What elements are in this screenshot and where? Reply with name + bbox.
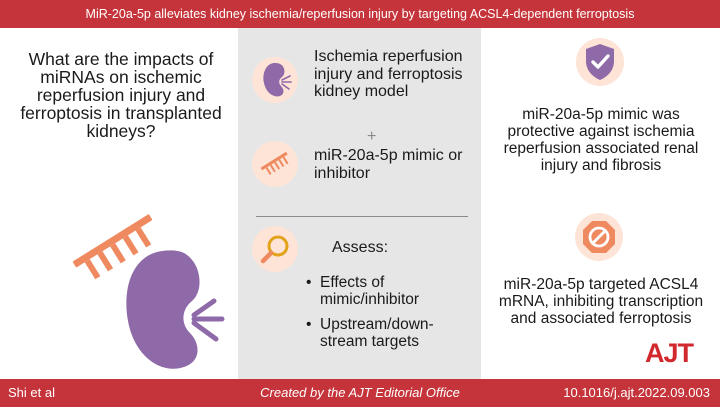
kidney-icon: [126, 250, 225, 369]
plus-sign: +: [367, 128, 377, 145]
footer-credit: Created by the AJT Editorial Office: [260, 385, 460, 400]
mimic-text: miR-20a-5p mimic or inhibitor: [314, 147, 463, 182]
model-text: Ischemia reperfusion injury and ferropto…: [314, 48, 463, 100]
divider: [256, 216, 468, 217]
assess-label: Assess:: [332, 239, 389, 256]
middle-panel: Ischemia reperfusion injury and ferropto…: [238, 28, 481, 379]
stop-icon: [583, 221, 615, 253]
list-item: Upstream/down-stream targets: [306, 316, 456, 350]
finding-protective: miR-20a-5p mimic was protective against …: [503, 106, 699, 174]
left-panel: What are the impacts of miRNAs on ischem…: [0, 28, 238, 379]
research-question: What are the impacts of miRNAs on ischem…: [20, 49, 222, 141]
kidney-icon: [263, 63, 292, 97]
header-title: MiR-20a-5p alleviates kidney ischemia/re…: [0, 0, 720, 28]
magnifier-icon: [260, 235, 289, 264]
shield-check-icon: [586, 44, 614, 80]
right-panel: miR-20a-5p mimic was protective against …: [481, 28, 720, 379]
footer: Created by the AJT Editorial Office Shi …: [0, 379, 720, 407]
ajt-logo: AJT: [645, 338, 694, 368]
mirna-icon: [260, 151, 289, 175]
footer-authors: Shi et al: [8, 385, 55, 400]
assess-list: Effects of mimic/inhibitor Upstream/down…: [306, 274, 456, 358]
footer-doi: 10.1016/j.ajt.2022.09.003: [563, 385, 710, 400]
finding-acsl4: miR-20a-5p targeted ACSL4 mRNA, inhibiti…: [498, 276, 704, 327]
list-item: Effects of mimic/inhibitor: [306, 274, 446, 308]
mirna-icon: [72, 214, 153, 280]
